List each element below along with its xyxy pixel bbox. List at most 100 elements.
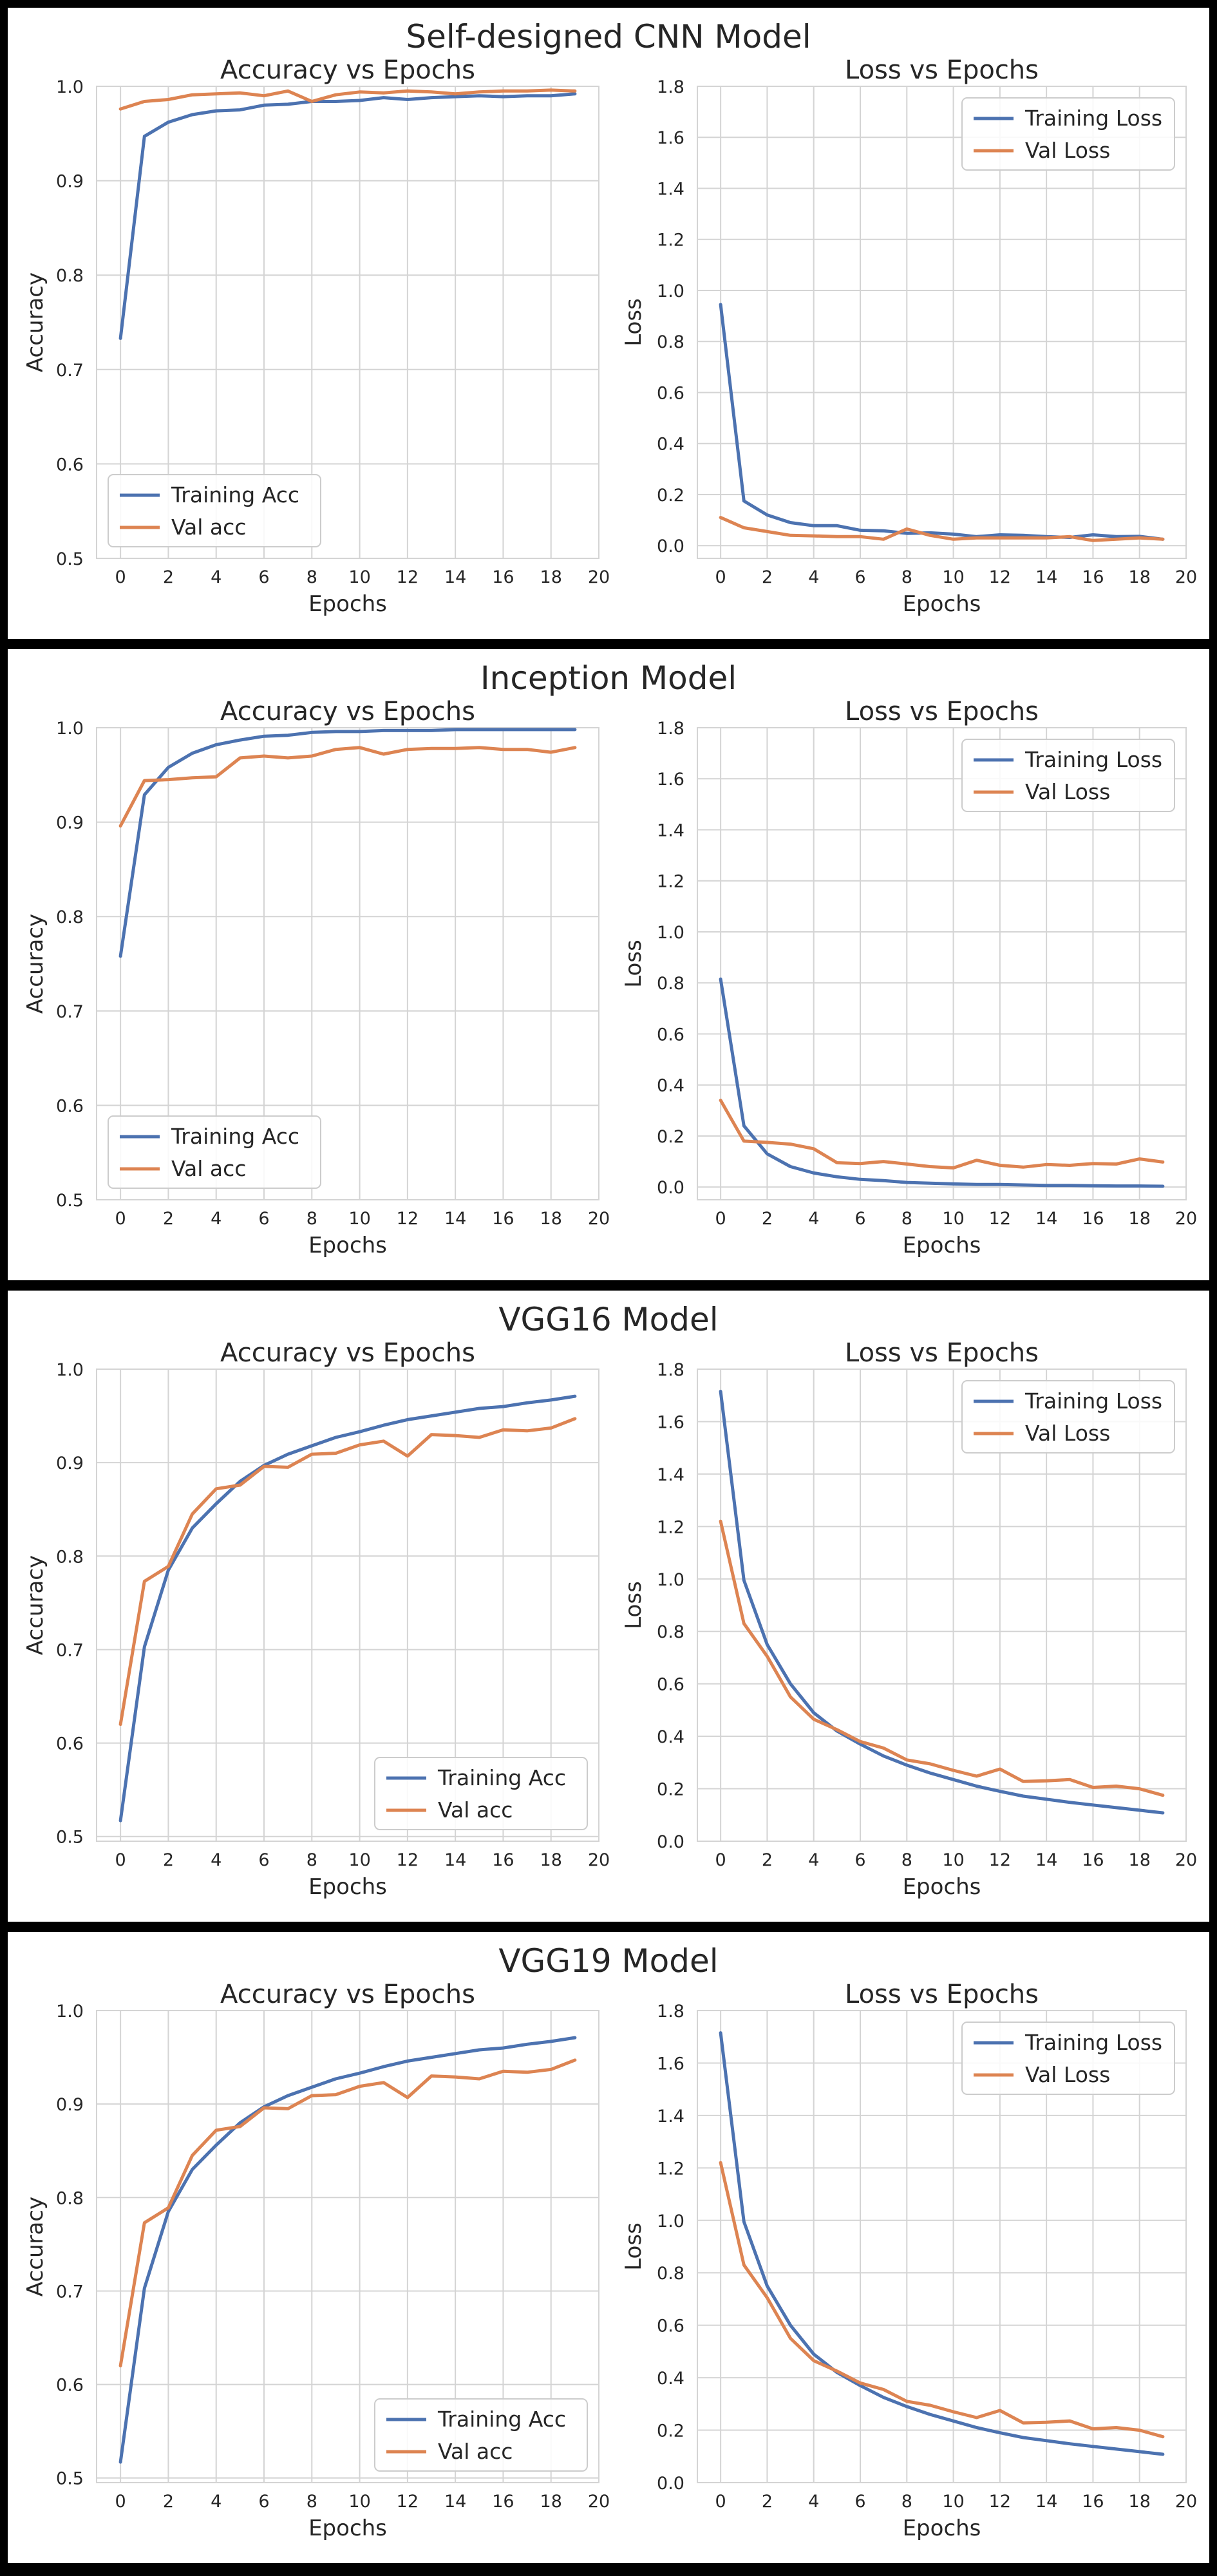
y-tick-label: 0.5 xyxy=(56,549,84,569)
legend: Training Acc Val acc xyxy=(374,2398,588,2472)
x-tick-label: 18 xyxy=(540,1209,562,1229)
legend-label: Training Acc xyxy=(171,482,299,507)
y-tick-label: 0.8 xyxy=(657,1622,684,1642)
y-tick-label: 1.4 xyxy=(657,820,684,840)
series-line-training xyxy=(118,92,577,340)
x-tick-label: 6 xyxy=(258,1209,269,1229)
x-tick-label: 16 xyxy=(1082,567,1104,587)
y-tick-label: 1.2 xyxy=(657,872,684,892)
series-line-training xyxy=(719,977,1165,1188)
x-tick-label: 2 xyxy=(163,2492,174,2512)
chart-accuracy: 0 2 4 6 8 10 12 14 16 18 20 0.5 0.6 0.7 0.8 0.9 1.0 Accur… xyxy=(23,55,610,617)
legend-box xyxy=(961,1380,1175,1454)
chart-title: Loss vs Epochs xyxy=(845,55,1039,85)
chart-title: Accuracy vs Epochs xyxy=(220,1338,475,1368)
y-axis-label: Accuracy xyxy=(23,914,48,1014)
x-tick-label: 14 xyxy=(1035,567,1057,587)
legend-label: Val acc xyxy=(438,2439,513,2464)
x-tick-label: 6 xyxy=(258,567,269,587)
y-axis-label: Accuracy xyxy=(23,1555,48,1655)
x-tick-label: 20 xyxy=(1175,1850,1197,1870)
chart-title: Accuracy vs Epochs xyxy=(220,697,475,726)
legend-label: Val Loss xyxy=(1025,779,1110,804)
legend: Training Loss Val Loss xyxy=(961,97,1175,171)
y-tick-label: 0.7 xyxy=(56,1640,84,1660)
legend-box xyxy=(374,1757,588,1830)
x-tick-label: 6 xyxy=(258,2492,269,2512)
y-tick-label: 0.2 xyxy=(657,1780,684,1800)
x-tick-label: 0 xyxy=(715,567,726,587)
y-tick-label: 1.0 xyxy=(56,77,84,97)
x-tick-label: 0 xyxy=(115,2492,126,2512)
legend-label: Val Loss xyxy=(1025,1421,1110,1446)
legend-box xyxy=(108,474,321,547)
series-line-validation xyxy=(118,88,577,111)
x-tick-label: 4 xyxy=(211,1209,222,1229)
x-axis-label: Epochs xyxy=(308,1874,387,1900)
y-tick-label: 0.5 xyxy=(56,2469,84,2489)
x-tick-label: 0 xyxy=(715,1850,726,1870)
x-tick-label: 14 xyxy=(1035,1209,1057,1229)
panel-charts: 0 2 4 6 8 10 12 14 16 18 200.50.60.70.80.91.0Accur… xyxy=(23,55,1197,617)
x-tick-label: 18 xyxy=(540,567,562,587)
x-tick-label: 2 xyxy=(163,1209,174,1229)
y-tick-label: 0.0 xyxy=(657,2474,684,2494)
y-tick-label: 0.2 xyxy=(657,2421,684,2441)
y-tick-label: 0.6 xyxy=(657,1025,684,1045)
panel-title: Self-designed CNN Model xyxy=(406,18,811,55)
y-tick-label: 1.6 xyxy=(657,128,684,148)
x-tick-label: 20 xyxy=(588,2492,610,2512)
x-tick-label: 4 xyxy=(808,1850,819,1870)
panel-title: Inception Model xyxy=(480,659,737,697)
panel-inception: Inception Model 0 2 4 6 8 10 12 14 16 18 20 0.5 0.6 0… xyxy=(8,649,1209,1280)
y-tick-label: 0.8 xyxy=(657,332,684,352)
series-line-training xyxy=(719,2031,1165,2456)
x-tick-label: 20 xyxy=(1175,1209,1197,1229)
x-tick-label: 6 xyxy=(854,1850,865,1870)
y-tick-label: 1.0 xyxy=(657,1570,684,1590)
y-tick-label: 0.9 xyxy=(56,2095,84,2115)
y-tick-label: 1.0 xyxy=(657,923,684,943)
x-tick-label: 8 xyxy=(307,2492,317,2512)
x-tick-label: 6 xyxy=(258,1850,269,1870)
legend: Training Acc Val acc xyxy=(108,474,321,547)
x-tick-label: 18 xyxy=(540,1850,562,1870)
y-tick-label: 0.2 xyxy=(657,486,684,506)
y-tick-label: 0.0 xyxy=(657,536,684,556)
y-tick-label: 0.6 xyxy=(657,2316,684,2336)
x-tick-label: 18 xyxy=(540,2492,562,2512)
legend: Training Loss Val Loss xyxy=(961,2022,1175,2095)
y-tick-label: 1.8 xyxy=(657,1360,684,1380)
legend-label: Training Loss xyxy=(1024,1388,1162,1414)
x-tick-label: 0 xyxy=(715,2492,726,2512)
x-tick-label: 2 xyxy=(762,2492,773,2512)
y-tick-label: 1.8 xyxy=(657,77,684,97)
x-tick-label: 12 xyxy=(989,1209,1011,1229)
y-axis-label: Loss xyxy=(621,2222,646,2271)
y-axis-label: Accuracy xyxy=(23,2197,48,2297)
x-tick-label: 18 xyxy=(1129,2492,1151,2512)
series-line-validation xyxy=(118,2058,577,2368)
x-tick-label: 2 xyxy=(762,1209,773,1229)
series-line-validation xyxy=(719,1519,1165,1797)
x-tick-label: 10 xyxy=(942,567,964,587)
x-tick-label: 20 xyxy=(588,567,610,587)
x-tick-label: 4 xyxy=(808,1209,819,1229)
y-tick-label: 0.5 xyxy=(56,1828,84,1848)
y-tick-label: 1.2 xyxy=(657,2159,684,2179)
x-tick-label: 18 xyxy=(1129,1209,1151,1229)
x-tick-label: 10 xyxy=(348,1850,370,1870)
x-tick-label: 14 xyxy=(1035,2492,1057,2512)
legend-box xyxy=(108,1115,321,1189)
panel-vgg16: VGG16 Model 0 2 4 6 8 10 12 14 16 18 20 0.5 0.6 0.7 0.… xyxy=(8,1291,1209,1922)
x-tick-label: 2 xyxy=(762,1850,773,1870)
chart-accuracy: 0 2 4 6 8 10 12 14 16 18 20 0.5 0.6 0.7 0.8 0.9 1.0 Accur… xyxy=(23,1980,610,2541)
legend: Training Acc Val acc xyxy=(108,1115,321,1189)
x-tick-label: 0 xyxy=(715,1209,726,1229)
panel-charts: 0 2 4 6 8 10 12 14 16 18 200.50.60.70.80.91.0Accur… xyxy=(23,1980,1197,2541)
x-tick-label: 18 xyxy=(1129,1850,1151,1870)
chart-accuracy: 0 2 4 6 8 10 12 14 16 18 20 0.5 0.6 0.7 0.8 0.9 1.0 Accur… xyxy=(23,1338,610,1900)
series-line-training xyxy=(118,728,577,958)
x-tick-label: 10 xyxy=(348,1209,370,1229)
x-tick-label: 12 xyxy=(397,567,419,587)
